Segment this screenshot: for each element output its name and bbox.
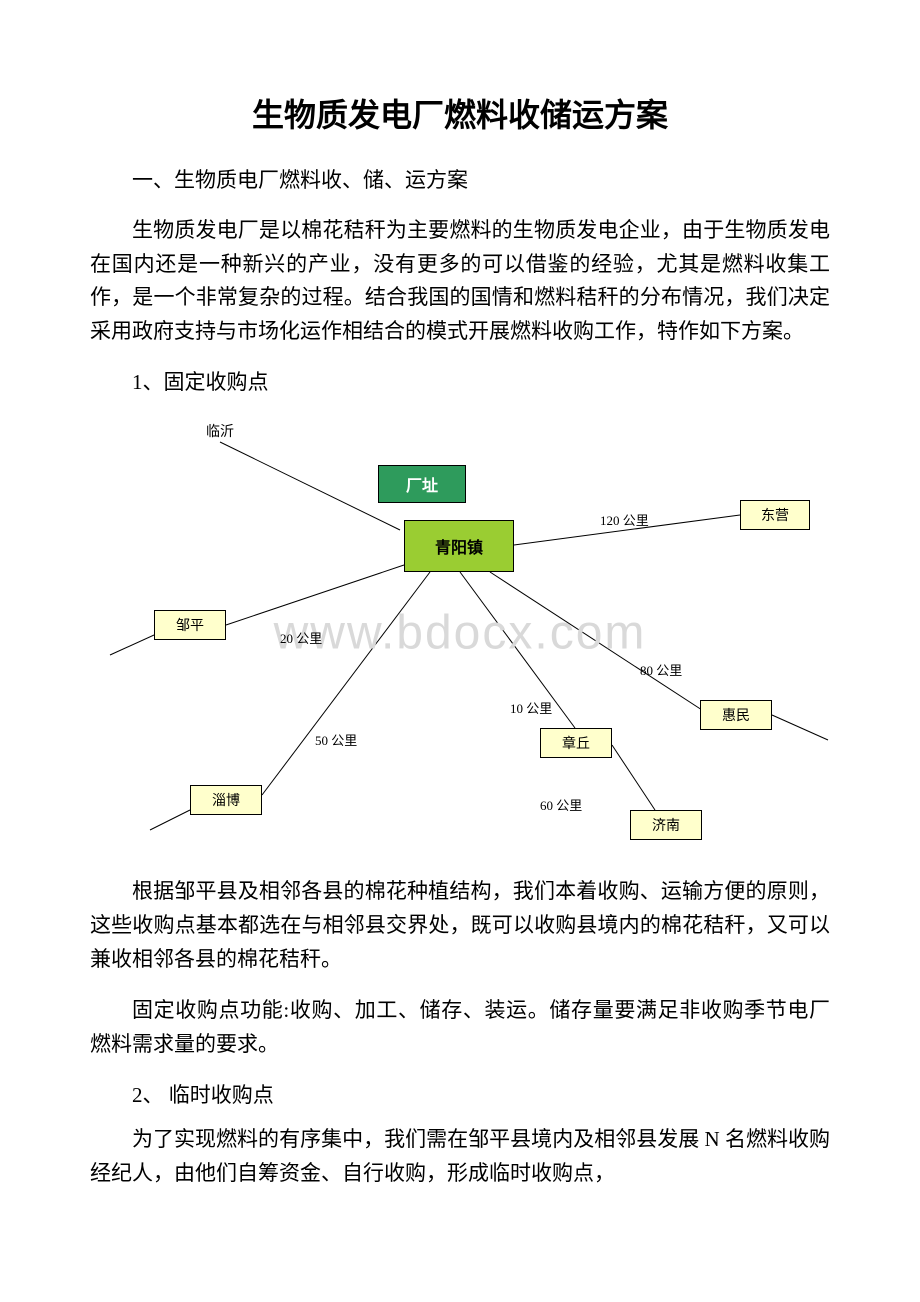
distance-label: 20 公里 [280,628,322,647]
diagram-node-qingyang: 青阳镇 [404,520,514,572]
subheading-1: 1、固定收购点 [90,366,830,396]
distance-label: 80 公里 [640,660,682,679]
paragraph-3: 固定收购点功能:收购、加工、储存、装运。储存量要满足非收购季节电厂燃料需求量的要… [90,994,830,1061]
paragraph-4: 为了实现燃料的有序集中，我们需在邹平县境内及相邻县发展 N 名燃料收购经纪人，由… [90,1123,830,1190]
document-title: 生物质发电厂燃料收储运方案 [90,90,830,136]
subheading-2: 2、 临时收购点 [90,1079,830,1109]
diagram-node-linyi: 临沂 [200,420,240,442]
diagram-node-dongying: 东营 [740,500,810,530]
distance-label: 10 公里 [510,698,552,717]
distance-label: 60 公里 [540,795,582,814]
diagram-node-jinan: 济南 [630,810,702,840]
location-diagram: www.bdocx.com 120 公里20 公里10 公里80 公里50 公里… [90,410,830,855]
paragraph-2: 根据邹平县及相邻各县的棉花种植结构，我们本着收购、运输方便的原则，这些收购点基本… [90,875,830,976]
diagram-node-zibo: 淄博 [190,785,262,815]
diagram-node-changzhi: 厂址 [378,465,466,503]
distance-label: 120 公里 [600,510,649,529]
distance-label: 50 公里 [315,730,357,749]
diagram-node-zhangqiu: 章丘 [540,728,612,758]
section-1-heading: 一、生物质电厂燃料收、储、运方案 [90,164,830,194]
intro-paragraph: 生物质发电厂是以棉花秸秆为主要燃料的生物质发电企业，由于生物质发电在国内还是一种… [90,214,830,348]
diagram-node-zouping: 邹平 [154,610,226,640]
diagram-node-huimin: 惠民 [700,700,772,730]
